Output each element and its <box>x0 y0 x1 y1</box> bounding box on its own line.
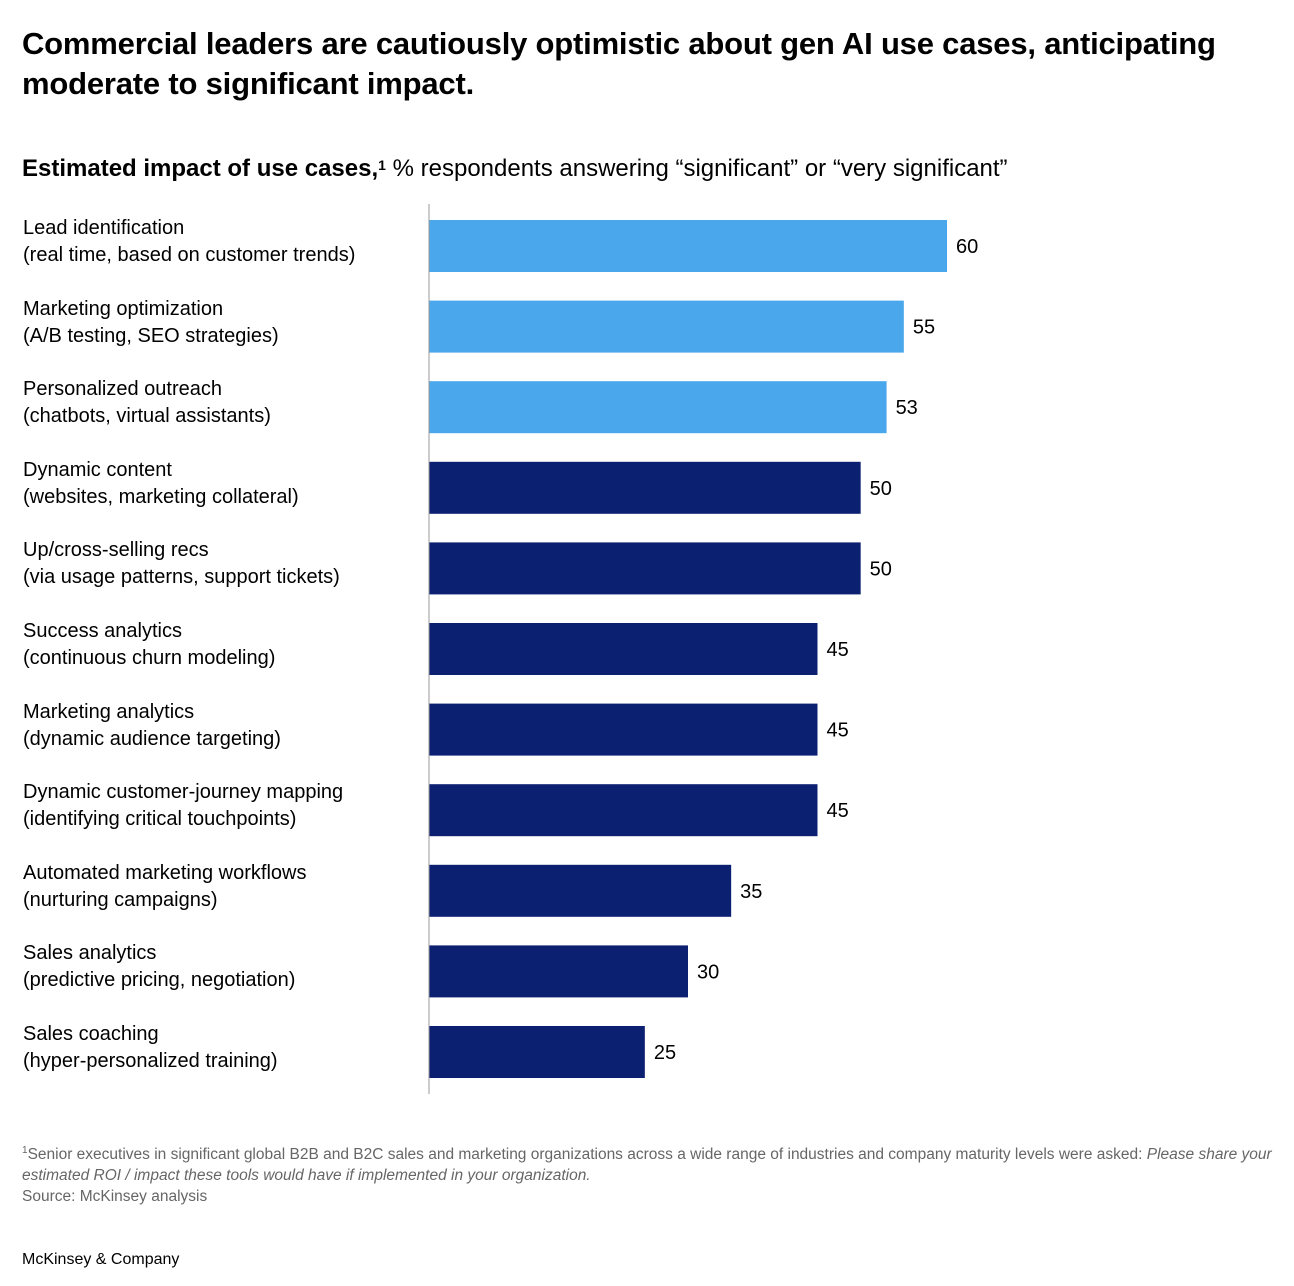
data-label: 25 <box>654 1042 676 1064</box>
category-name: Dynamic content <box>23 458 172 481</box>
category-detail: (hyper-personalized training) <box>23 1050 278 1072</box>
subtitle-bold: Estimated impact of use cases, <box>22 155 379 182</box>
category-name: Personalized outreach <box>23 378 223 401</box>
bar <box>429 1026 645 1078</box>
bar <box>429 220 947 272</box>
category-label: Dynamic customer-journey mapping (identif… <box>23 779 343 833</box>
bar <box>429 461 861 514</box>
category-label: Marketing analytics (dynamic audience tar… <box>23 699 281 753</box>
category-detail: (dynamic audience targeting) <box>23 727 281 750</box>
category-detail: (chatbots, virtual assistants) <box>23 405 271 428</box>
data-label: 35 <box>740 881 762 903</box>
source: Source: McKinsey analysis <box>22 1188 208 1206</box>
chart-subtitle: Estimated impact of use cases,1 % respon… <box>22 152 1008 186</box>
category-detail: (real time, based on customer trends) <box>23 244 356 266</box>
data-label: 55 <box>913 317 935 339</box>
brand-logo: McKinsey & Company <box>22 1251 180 1268</box>
category-label: Up/cross-selling recs (via usage patterns… <box>23 537 340 591</box>
category-name: Sales analytics <box>23 942 157 965</box>
category-detail: (predictive pricing, negotiation) <box>23 969 296 992</box>
bar <box>429 864 732 917</box>
footnote-question: Please share your estimated ROI / impact… <box>22 1146 1272 1185</box>
bar <box>429 945 688 998</box>
category-detail: (continuous churn modeling) <box>23 647 276 669</box>
bar <box>429 703 818 756</box>
footnote-marker-1: 1 <box>22 1145 28 1156</box>
data-label: 53 <box>896 397 918 419</box>
data-label: 45 <box>827 800 849 822</box>
data-label: 50 <box>870 558 892 580</box>
category-name: Automated marketing workflows <box>23 861 307 884</box>
category-name: Up/cross-selling recs <box>23 539 209 562</box>
bar <box>429 623 818 675</box>
category-name: Lead identification <box>23 217 185 239</box>
category-detail: (nurturing campaigns) <box>23 888 218 911</box>
subtitle-rest: % respondents answering “significant” or… <box>385 155 1008 182</box>
data-label: 50 <box>870 478 892 500</box>
bar-chart: 60 55 53 50 50 45 45 45 35 30 25 <box>428 204 978 1094</box>
data-label: 45 <box>827 639 849 661</box>
category-label: Automated marketing workflows (nurturing … <box>23 860 306 914</box>
data-label: 60 <box>956 236 978 258</box>
category-name: Dynamic customer-journey mapping <box>23 781 344 804</box>
bar <box>429 784 818 837</box>
category-name: Marketing analytics <box>23 700 195 723</box>
category-detail: (websites, marketing collateral) <box>23 485 299 508</box>
bar <box>429 381 887 434</box>
category-label: Personalized outreach (chatbots, virtual … <box>23 376 271 430</box>
category-label: Dynamic content (websites, marketing coll… <box>23 457 299 511</box>
footnote: 1Senior executives in significant global… <box>22 1140 1282 1207</box>
data-label: 45 <box>827 720 849 742</box>
category-detail: (identifying critical touchpoints) <box>23 808 297 831</box>
bar <box>429 542 861 595</box>
footnote-marker: 1 <box>378 157 386 173</box>
category-name: Sales coaching <box>23 1023 159 1045</box>
footnote-text: Senior executives in significant global … <box>27 1146 1147 1164</box>
category-detail: (A/B testing, SEO strategies) <box>23 324 279 347</box>
category-name: Marketing optimization <box>23 297 224 320</box>
category-label: Sales coaching (hyper-personalized traini… <box>23 1021 278 1075</box>
bar <box>429 300 904 353</box>
category-label: Sales analytics (predictive pricing, nego… <box>23 940 295 994</box>
category-label: Success analytics (continuous churn model… <box>23 618 275 672</box>
category-label: Marketing optimization (A/B testing, SEO … <box>23 296 279 350</box>
category-name: Success analytics <box>23 620 182 642</box>
category-label: Lead identification (real time, based on … <box>23 215 355 269</box>
chart-title: Commercial leaders are cautiously optimi… <box>22 26 1216 101</box>
category-detail: (via usage patterns, support tickets) <box>23 566 340 589</box>
data-label: 30 <box>697 961 719 983</box>
